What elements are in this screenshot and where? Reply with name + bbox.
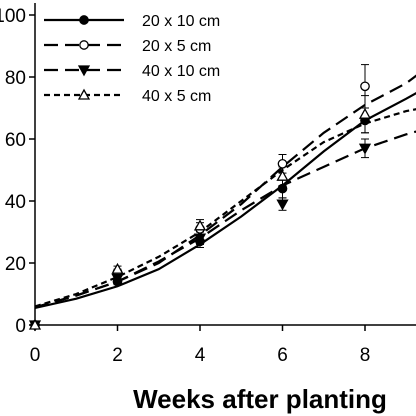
fit-curve-series-1	[34, 91, 416, 310]
data-point-series-3	[276, 199, 289, 211]
x-tick-label: 6	[277, 345, 288, 366]
fit-curve-series-3	[34, 130, 416, 309]
y-tick-label: 80	[5, 68, 26, 89]
axes	[34, 3, 416, 326]
y-tick-labels: 0 20 40 60 80 100	[0, 6, 35, 337]
fit-curves	[34, 74, 416, 310]
data-point-series-4	[28, 318, 42, 330]
x-tick-label: 2	[112, 345, 123, 366]
legend-label: 20 x 10 cm	[142, 13, 220, 30]
y-tick-label: 20	[5, 254, 26, 275]
y-tick-label: 100	[0, 6, 26, 27]
data-point-series-3	[358, 143, 372, 155]
legend-label: 40 x 5 cm	[142, 88, 211, 105]
data-point-series-3	[193, 233, 207, 245]
legend-label: 20 x 5 cm	[142, 38, 211, 55]
legend-marker	[77, 65, 91, 77]
data-point-series-4	[193, 219, 207, 231]
x-tick-label: 0	[30, 345, 41, 366]
legend: 20 x 10 cm 20 x 5 cm 40 x 10 cm 40 x 5 cm	[44, 13, 220, 105]
data-point-series-3	[111, 273, 124, 285]
y-tick-label: 60	[5, 130, 26, 151]
legend-item: 20 x 10 cm	[44, 13, 220, 30]
y-tick-label: 0	[15, 316, 26, 337]
legend-marker	[79, 15, 89, 25]
legend-marker	[79, 40, 89, 50]
data-point-series-2	[360, 81, 370, 92]
fit-curve-series-4	[34, 108, 416, 308]
data-point-series-4	[276, 169, 289, 181]
legend-item: 20 x 5 cm	[44, 38, 211, 55]
legend-label: 40 x 10 cm	[142, 63, 220, 80]
legend-item: 40 x 5 cm	[44, 88, 211, 105]
x-tick-label: 4	[195, 345, 206, 366]
x-axis-label: Weeks after planting	[133, 384, 387, 414]
x-tick-label: 8	[360, 345, 371, 366]
data-point-series-4	[358, 107, 372, 119]
legend-item: 40 x 10 cm	[44, 63, 220, 80]
legend-marker	[77, 88, 91, 100]
x-tick-labels: 0 2 4 6 8	[30, 325, 371, 366]
fit-curve-series-2	[34, 74, 416, 309]
y-tick-label: 40	[5, 192, 26, 213]
data-point-series-2	[277, 158, 288, 169]
data-markers	[28, 81, 372, 332]
data-point-series-4	[111, 262, 124, 274]
data-point-series-1	[277, 183, 288, 194]
